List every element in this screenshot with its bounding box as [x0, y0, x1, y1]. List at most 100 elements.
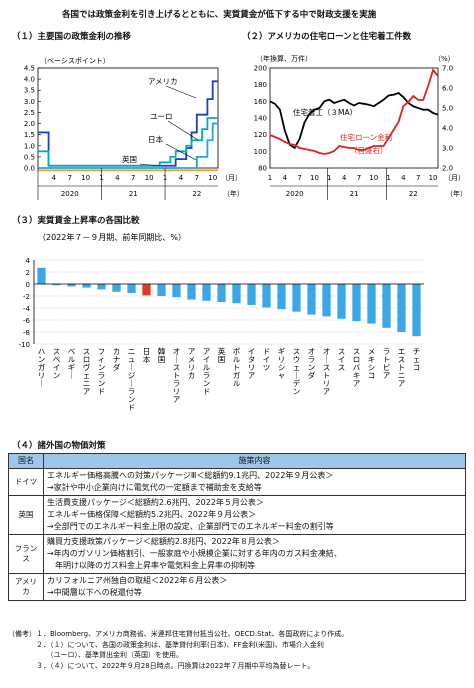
bar	[187, 284, 196, 300]
left-tick-label: 140	[254, 115, 267, 123]
header-country: 国名	[8, 453, 44, 469]
bar	[217, 284, 226, 302]
policy-rate-chart: （ベーシスポイント） 4.5 4.0 3.5 3.0 2.5 2.0 1.5 1.0 0.5 0.0…	[24, 57, 240, 200]
x-category-label: オランダ	[308, 347, 316, 380]
x-category-label: ベルギ｜	[68, 347, 76, 380]
x-tick-label: 7	[297, 174, 301, 182]
x-category-label: ドイツ	[263, 347, 271, 372]
x-category-label: フィンランド	[98, 347, 106, 396]
panel1-title: （１）主要国の政策金利の推移	[12, 32, 132, 42]
y-tick-label: 2.5	[24, 109, 35, 117]
series-label-leader	[167, 120, 199, 141]
measure-line: →全部門でのエネルギー料金上限の設定、企業部門でのエネルギー料金の割引等	[47, 522, 334, 531]
note-line: （備考）１．Bloomberg、アメリカ商務省、米連邦住宅貸付抵当公社、OECD…	[8, 630, 349, 638]
x-category-label: オ｜ストリア	[323, 347, 331, 396]
x-category-label: エストニア	[398, 347, 406, 388]
y-tick-label: 0	[26, 281, 30, 289]
y-tick-label: 4.0	[24, 76, 35, 84]
measure-line: →家計や中小企業向けに電気代の一定額まで補助金を支給等	[47, 483, 262, 492]
bar	[337, 284, 346, 319]
x-category-label: イタリア	[248, 347, 256, 380]
right-tick-label: 5.0	[442, 105, 453, 113]
x-month-unit: （月）	[221, 174, 240, 182]
measure-line: →中間層以下への税還付等	[47, 588, 142, 597]
page-title: 各国では政策金利を引き上げるとともに、実質賃金が低下する中で財政支援を実施	[62, 10, 377, 20]
x-tick-label: 7	[131, 174, 135, 182]
x-category-label: 日本	[143, 347, 151, 364]
series-line	[38, 117, 218, 167]
left-tick-label: 120	[254, 131, 267, 139]
bar	[52, 284, 61, 286]
measure-line: 購買力支援政策パッケージ＜総額約2.8兆円、2022年８月公表＞	[47, 537, 280, 546]
bar	[352, 284, 361, 322]
x-tick-label: 4	[401, 174, 406, 182]
right-tick-label: 3.0	[442, 145, 453, 153]
x-tick-label: 7	[68, 174, 72, 182]
series-label-leader	[165, 143, 197, 161]
left-tick-label: 80	[258, 165, 267, 173]
x-year-label: 2020	[61, 190, 79, 198]
x-year-label: 21	[129, 190, 138, 198]
x-category-label: ラトビア	[383, 347, 391, 380]
x-tick-label: 10	[369, 174, 378, 182]
annotation-starts: 住宅着工（３MA）	[293, 107, 357, 117]
x-tick-label: 1	[327, 174, 331, 182]
y-tick-label: -8	[23, 329, 30, 337]
bar	[262, 284, 271, 308]
x-tick-label: 7	[416, 174, 420, 182]
x-year-unit: （年）	[223, 189, 240, 198]
note-line: ３．（４）について、2022年９月28日時点。円換算は2022年７月期中平均為替…	[8, 661, 315, 670]
y-axis-label: （ベーシスポイント）	[40, 57, 110, 65]
x-category-label: オ｜ストラリア	[173, 347, 181, 404]
bar	[367, 284, 376, 324]
x-category-label: 英国	[218, 346, 226, 364]
bar	[82, 284, 91, 288]
x-tick-label: 1	[386, 174, 390, 182]
header-measures: 施策内容	[43, 453, 466, 469]
y-tick-label: -10	[19, 341, 30, 349]
us-housing-chart: （年換算、万件） （%） 200 180 160 140 120 100 80 7.0 6.0 5.0…	[254, 54, 467, 200]
series-label: 英国	[122, 154, 137, 164]
x-category-label: アイルランド	[203, 347, 211, 396]
measures-cell: 購買力支援政策パッケージ＜総額約2.8兆円、2022年８月公表＞ →年内のガソリン…	[43, 534, 466, 574]
series-line	[38, 122, 218, 169]
y-tick-label: 2	[26, 269, 30, 277]
measures-row: ドイツ エネルギー価格高騰への対策パッケージⅢ＜総額約9.1兆円、2022年９月公…	[8, 468, 466, 496]
x-year-label: 22	[409, 190, 418, 198]
bar	[157, 284, 166, 296]
bar	[247, 284, 256, 305]
x-category-label: ギリシャ	[278, 347, 286, 380]
measure-line: 生活費支援パッケージ＜総額約2.6兆円、2022年５月公表＞	[47, 498, 264, 507]
bar	[67, 284, 76, 287]
bar	[397, 284, 406, 332]
right-tick-label: 2.0	[442, 165, 453, 173]
x-tick-label: 10	[208, 174, 217, 182]
series-line	[269, 91, 439, 150]
x-category-label: スイス	[338, 347, 346, 372]
right-axis-label: （%）	[434, 55, 455, 63]
right-tick-label: 7.0	[442, 65, 453, 73]
panel3-title: （３）実質賃金上昇率の各国比較	[12, 216, 140, 226]
x-tick-label: 10	[310, 174, 319, 182]
x-year-label: 21	[350, 190, 359, 198]
bar	[277, 284, 286, 310]
x-tick-label: 7	[357, 174, 361, 182]
bar	[382, 284, 391, 328]
note-line: （ユーロ）、基準貸出金利（英国）を使用。	[8, 651, 183, 659]
bar	[322, 284, 331, 317]
panel2-title: （２）アメリカの住宅ローンと住宅着工件数	[242, 32, 412, 42]
country-cell: アメリカ	[8, 573, 44, 601]
measure-line: カリフォルニア州独自の取組＜2022年６月公表＞	[47, 576, 228, 585]
panel4-title: （４）諸外国の物価対策	[12, 441, 106, 451]
x-category-label: ポルトガル	[233, 347, 241, 388]
x-year-label: 22	[192, 190, 201, 198]
series-label-leader	[139, 163, 161, 167]
x-category-label: 韓国	[158, 346, 166, 364]
measures-row: フランス 購買力支援政策パッケージ＜総額約2.8兆円、2022年８月公表＞ →年内の…	[8, 534, 466, 574]
y-tick-label: -6	[23, 317, 31, 325]
x-category-label: ニュ｜ジ｜ランド	[128, 347, 136, 412]
country-cell: 英国	[8, 495, 44, 535]
series-label: 日本	[148, 134, 163, 144]
y-tick-label: -4	[23, 305, 31, 313]
plot-frame	[37, 67, 219, 169]
